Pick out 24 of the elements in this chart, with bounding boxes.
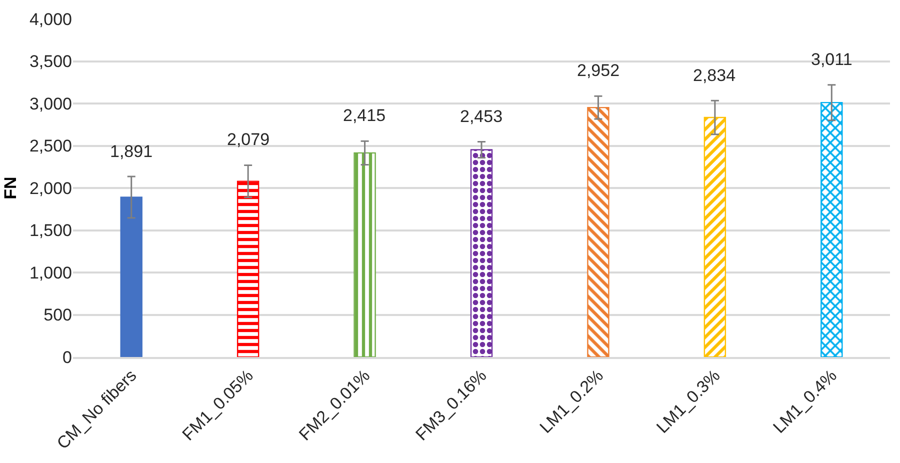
y-tick-label: 4,000 [29,10,72,29]
data-label: 2,453 [460,107,503,126]
data-label: 2,952 [577,61,620,80]
y-tick-label: 1,500 [29,221,72,240]
y-tick-label: 0 [62,348,72,367]
y-tick-label: 2,500 [29,136,72,156]
y-tick-label: 3,500 [29,52,72,72]
data-label: 3,011 [811,50,852,69]
y-tick-label: 2,000 [29,178,72,198]
bar [354,152,376,357]
data-label: 2,415 [343,106,386,125]
data-label: 1,891 [110,142,153,161]
y-tick-label: 1,000 [29,263,72,282]
data-label: 2,079 [227,130,270,149]
bar [470,149,493,357]
y-tick-label: 500 [44,306,72,325]
data-label: 2,834 [693,66,736,85]
y-tick-label: 3,000 [29,94,72,114]
y-axis-title: FN [1,176,20,200]
bar [704,116,726,357]
bar [236,180,260,357]
bar [120,196,142,357]
bar [587,106,610,357]
bar [820,102,843,357]
